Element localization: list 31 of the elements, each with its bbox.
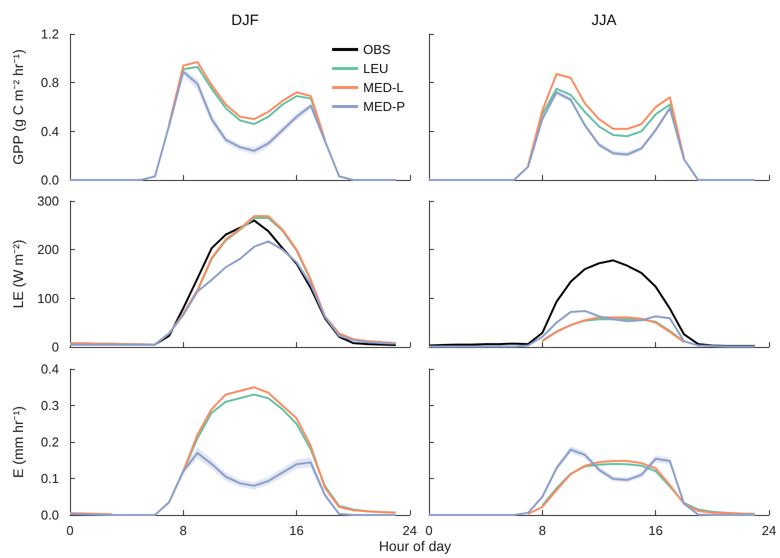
y-tick-label: 0 <box>52 340 59 354</box>
y-tick-label: 0.2 <box>40 434 59 450</box>
x-tick-label: 8 <box>538 523 546 538</box>
x-tick-label: 0 <box>66 523 74 538</box>
chart-title: DJF <box>231 12 259 29</box>
x-tick-label: 24 <box>762 523 776 538</box>
y-tick-label: 0.4 <box>40 124 59 139</box>
y-tick-label: 0.4 <box>40 362 59 376</box>
y-tick-label: 0.1 <box>40 471 59 486</box>
y-tick-label: 200 <box>37 242 59 258</box>
y-tick-label: 1.2 <box>40 26 59 42</box>
y-axis-title: LE (W m⁻²) <box>10 240 26 308</box>
x-axis-title: Hour of day <box>378 538 452 554</box>
x-tick-label: 16 <box>648 523 663 538</box>
y-tick-label: 0.8 <box>40 75 59 90</box>
x-tick-label: 0 <box>425 523 433 538</box>
legend-label: OBS <box>363 42 391 57</box>
y-axis-title: GPP (g C m⁻² hr⁻¹) <box>10 49 26 165</box>
y-tick-label: 0.0 <box>40 508 59 522</box>
y-tick-label: 100 <box>37 290 59 306</box>
x-tick-label: 16 <box>289 523 304 538</box>
y-axis-title: E (mm hr⁻¹) <box>10 406 26 478</box>
chart-title: JJA <box>591 12 617 29</box>
x-tick-label: 8 <box>180 523 187 538</box>
legend-label: MED-L <box>363 80 404 95</box>
legend-label: MED-P <box>363 99 405 114</box>
y-tick-label: 0.0 <box>40 172 59 188</box>
legend-label: LEU <box>363 61 388 76</box>
y-tick-label: 300 <box>37 194 59 208</box>
y-tick-label: 0.3 <box>40 398 59 413</box>
x-tick-label: 24 <box>402 523 418 538</box>
